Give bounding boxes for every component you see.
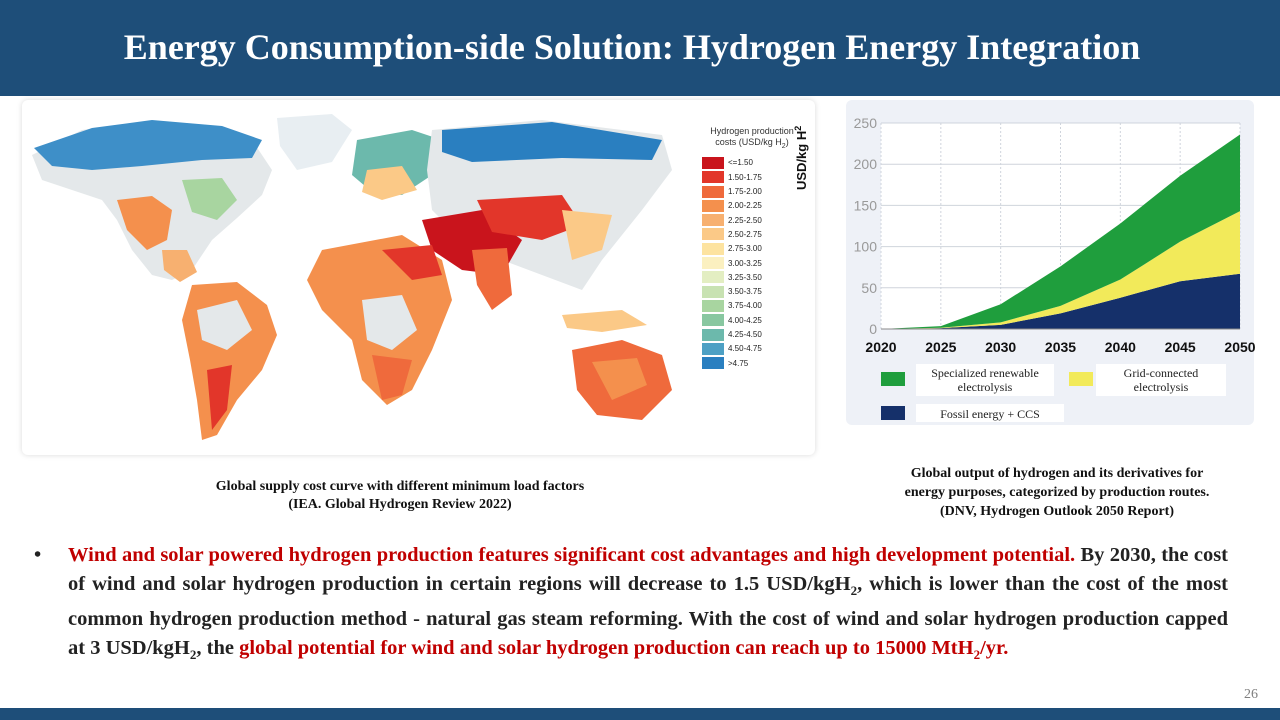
chart-ytick-label: 50: [861, 280, 877, 296]
map-caption: Global supply cost curve with different …: [215, 479, 585, 512]
title-bar: [0, 0, 1280, 96]
world-map-image: [32, 114, 672, 440]
chart-ytick-label: 250: [854, 115, 878, 131]
legend-swatch-fossil: [881, 406, 905, 420]
map-legend-swatch: [702, 171, 724, 184]
map-legend-title: Hydrogen production costs (USD/kg H2): [710, 126, 794, 150]
bottom-bar: [0, 708, 1280, 720]
svg-text:USD/kg H2: USD/kg H2: [793, 126, 809, 190]
map-legend-label: 4.50-4.75: [728, 344, 762, 354]
map-legend-item: >4.75: [702, 356, 802, 370]
map-legend-swatch: [702, 214, 724, 227]
map-legend-label: 3.25-3.50: [728, 272, 762, 282]
map-legend-swatch: [702, 328, 724, 341]
page-number: 26: [1244, 687, 1258, 702]
chart-xtick-label: 2020: [865, 339, 896, 355]
bullet-dot: •: [34, 544, 42, 566]
legend-label-box: [916, 364, 1054, 396]
map-legend-swatch: [702, 199, 724, 212]
map-legend-swatch: [702, 285, 724, 298]
chart-series-1: [881, 211, 1240, 329]
map-legend-label: 2.50-2.75: [728, 229, 762, 239]
map-legend-item: <=1.50: [702, 156, 802, 170]
chart-series-2: [881, 134, 1240, 329]
map-legend-swatch: [702, 185, 724, 198]
map-legend-item: 2.00-2.25: [702, 199, 802, 213]
hydrogen-output-chart: 0 50 100 150 200 250 2020 2025 2030 2035 2040 2045 2…: [854, 115, 1256, 422]
map-legend-item: 2.25-2.50: [702, 213, 802, 227]
chart-ytick-label: 150: [854, 197, 878, 213]
map-legend-label: 4.25-4.50: [728, 330, 762, 339]
map-legend-label: 2.00-2.25: [728, 201, 762, 211]
map-legend-item: 3.75-4.00: [702, 299, 802, 313]
map-legend-label: 3.00-3.25: [728, 258, 762, 268]
map-legend-label: <=1.50: [728, 158, 753, 168]
map-legend-label: >4.75: [728, 358, 749, 368]
map-legend-label: 3.50-3.75: [728, 287, 762, 297]
chart-ytick-label: 0: [869, 321, 877, 337]
map-legend-item: 4.00-4.25: [702, 313, 802, 327]
slide-title: Energy Consumption-side Solution: Hydrog…: [123, 27, 1141, 67]
legend-label-box: [1096, 364, 1226, 396]
chart-ytick-label: 100: [854, 239, 878, 255]
chart-ytick-label: 200: [854, 156, 878, 172]
chart-xtick-label: 2030: [985, 339, 1016, 355]
chart-caption: Global output of hydrogen and its deriva…: [904, 466, 1210, 519]
legend-label-renewable: Specialized renewable electrolysis: [931, 366, 1039, 394]
map-legend-item: 3.50-3.75: [702, 284, 802, 298]
map-legend-label: 4.00-4.25: [728, 315, 762, 325]
chart-series-0: [881, 273, 1240, 329]
chart-xtick-label: 2025: [925, 339, 956, 355]
map-legend-label: 1.50-1.75: [728, 172, 762, 182]
map-legend-swatch: [702, 357, 724, 370]
chart-ylabel: USD/kg H2: [793, 126, 809, 190]
map-legend-swatch: [702, 156, 724, 169]
map-legend-item: 1.50-1.75: [702, 170, 802, 184]
map-legend-item: 4.50-4.75: [702, 342, 802, 356]
bullet-text: Wind and solar powered hydrogen producti…: [68, 544, 1229, 663]
legend-label-box: [916, 404, 1064, 422]
chart-xtick-label: 2045: [1165, 339, 1196, 355]
map-legend-label: 1.75-2.00: [728, 187, 762, 197]
map-legend-swatch: [702, 271, 724, 284]
map-legend-swatch: [702, 342, 724, 355]
map-legend-swatch: [702, 257, 724, 270]
world-map-panel: Hydrogen production costs (USD/kg H2) <=…: [22, 100, 815, 455]
map-legend-item: 3.00-3.25: [702, 256, 802, 270]
map-legend-item: 3.25-3.50: [702, 270, 802, 284]
map-legend-label: 2.75-3.00: [728, 244, 762, 254]
map-legend-label: 3.75-4.00: [728, 301, 762, 311]
map-legend-swatch: [702, 314, 724, 327]
chart-xtick-label: 2035: [1045, 339, 1076, 355]
legend-swatch-grid: [1069, 372, 1093, 386]
map-legend-swatch: [702, 228, 724, 241]
map-legend-item: 4.25-4.50: [702, 327, 802, 341]
map-legend-swatch: [702, 299, 724, 312]
map-legend: Hydrogen production costs (USD/kg H2) <=…: [702, 126, 802, 370]
map-legend-swatch: [702, 242, 724, 255]
legend-label-grid: Grid-connected electrolysis: [1123, 366, 1199, 394]
map-greenland: [277, 114, 352, 170]
legend-label-fossil: Fossil energy + CCS: [940, 407, 1040, 421]
map-legend-label: 2.25-2.50: [728, 215, 762, 225]
legend-swatch-renewable: [881, 372, 905, 386]
chart-xtick-label: 2050: [1224, 339, 1255, 355]
map-legend-item: 1.75-2.00: [702, 184, 802, 198]
bullet-paragraph: • Wind and solar powered hydrogen produc…: [34, 541, 1228, 669]
chart-xtick-label: 2040: [1105, 339, 1136, 355]
map-legend-item: 2.75-3.00: [702, 242, 802, 256]
map-legend-item: 2.50-2.75: [702, 227, 802, 241]
